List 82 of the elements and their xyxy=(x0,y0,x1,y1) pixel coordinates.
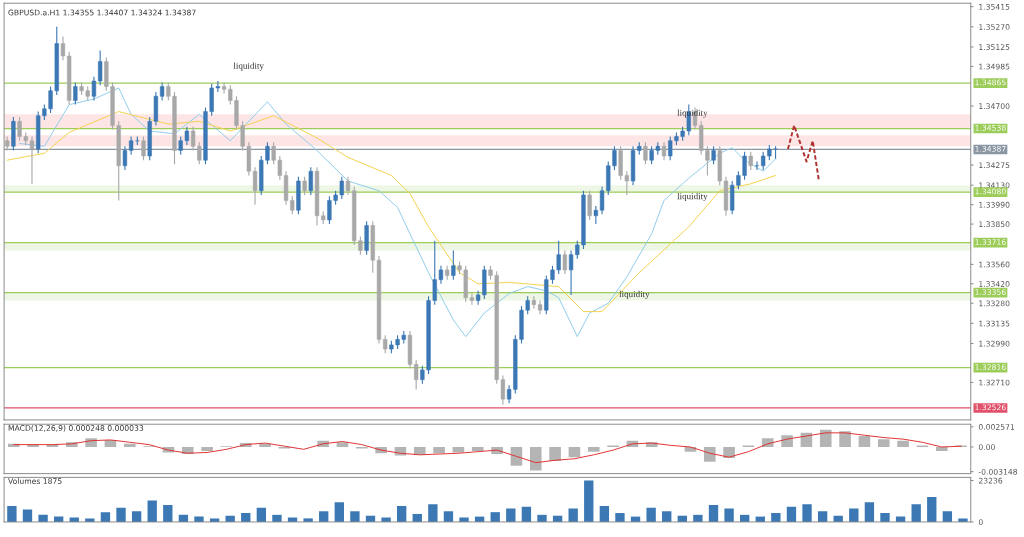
bar xyxy=(549,446,561,462)
bar xyxy=(123,443,136,447)
candlestick xyxy=(711,145,716,165)
candlestick xyxy=(98,49,103,86)
bar xyxy=(433,446,445,454)
bar xyxy=(958,518,968,522)
bar xyxy=(935,446,948,451)
bar xyxy=(568,446,581,458)
bar xyxy=(334,502,344,522)
bar xyxy=(880,513,890,522)
bar xyxy=(303,518,313,522)
bar xyxy=(693,514,703,522)
bar xyxy=(259,443,271,447)
bar xyxy=(819,429,832,447)
annotation: liquidity xyxy=(677,192,708,202)
annotation: liquidity xyxy=(619,290,650,300)
candlestick xyxy=(562,249,568,275)
bar xyxy=(703,446,716,462)
candlestick xyxy=(73,81,78,106)
bar xyxy=(771,513,781,522)
candlestick xyxy=(537,299,543,315)
bar xyxy=(858,435,871,447)
candlestick xyxy=(754,161,760,171)
bar xyxy=(927,497,937,522)
bar xyxy=(615,513,625,522)
candlestick xyxy=(643,141,648,165)
bar xyxy=(864,502,875,522)
bar xyxy=(7,505,17,522)
line-series xyxy=(19,87,777,338)
bar xyxy=(568,508,578,522)
bar xyxy=(85,518,95,522)
candlestick xyxy=(748,151,753,171)
bar xyxy=(163,505,173,522)
bar xyxy=(587,446,600,452)
bar xyxy=(38,514,48,522)
candlestick xyxy=(60,36,66,61)
candlestick xyxy=(414,359,419,390)
bar xyxy=(272,514,282,522)
candlestick xyxy=(445,265,450,281)
bar xyxy=(147,500,157,522)
bar xyxy=(802,504,812,522)
line-series xyxy=(786,124,820,182)
bar xyxy=(350,511,360,522)
bar xyxy=(584,480,594,522)
line-series xyxy=(13,432,962,464)
line-series xyxy=(6,111,777,313)
candlestick xyxy=(308,166,313,196)
bar xyxy=(942,511,953,522)
bar xyxy=(319,511,329,522)
bar xyxy=(599,505,610,522)
bar xyxy=(116,507,126,522)
candlestick xyxy=(531,295,537,310)
bar xyxy=(911,504,921,522)
candlestick xyxy=(159,81,165,102)
bar xyxy=(336,442,349,447)
bar xyxy=(724,508,734,522)
bar xyxy=(537,514,547,522)
annotation: liquidity xyxy=(233,62,264,71)
candlestick xyxy=(122,145,128,171)
bar xyxy=(22,509,33,522)
bar xyxy=(471,446,484,451)
bar xyxy=(443,511,454,522)
candlestick xyxy=(661,141,667,161)
candlestick xyxy=(593,205,598,225)
bar xyxy=(529,446,542,471)
candlestick xyxy=(587,190,592,221)
candlestick xyxy=(302,176,307,196)
bar xyxy=(646,507,656,522)
candlestick xyxy=(252,166,258,206)
bar xyxy=(662,511,672,522)
bar xyxy=(708,505,719,522)
candlestick xyxy=(383,334,388,354)
candlestick xyxy=(141,136,146,161)
bar xyxy=(428,504,438,522)
bar xyxy=(201,446,213,451)
bar xyxy=(396,505,407,522)
bar xyxy=(817,511,828,522)
candlestick xyxy=(91,76,97,102)
bar xyxy=(131,511,142,522)
bar xyxy=(877,439,890,447)
candlestick xyxy=(451,249,456,281)
bar xyxy=(897,440,909,447)
